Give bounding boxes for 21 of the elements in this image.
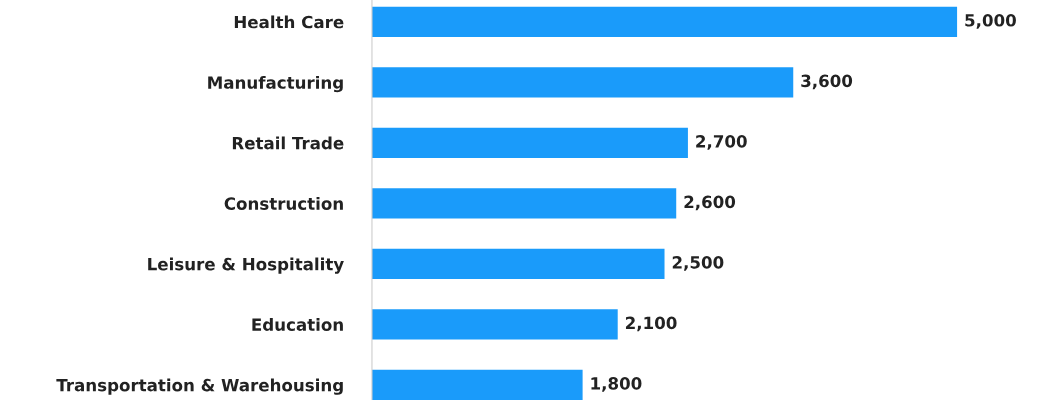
y-tick-label: Retail Trade [232, 136, 344, 150]
data-label: 1,800 [591, 377, 642, 392]
bar [371, 309, 618, 340]
bar [371, 67, 794, 98]
data-label: 2,600 [684, 195, 736, 211]
y-tick-label: Transportation & Warehousing [56, 378, 343, 395]
y-tick-label: Construction [224, 197, 343, 210]
y-tick-label: Leisure & Hospitality [148, 257, 344, 274]
bar [371, 6, 958, 37]
data-label: 2,700 [696, 135, 747, 150]
data-label: 5,000 [965, 14, 1016, 29]
bar [371, 248, 665, 279]
y-tick-label: Education [252, 318, 343, 331]
data-label: 3,600 [801, 74, 853, 90]
y-tick-label: Health Care [234, 15, 344, 29]
bar [371, 127, 688, 158]
bar [371, 369, 583, 400]
y-tick-label: Manufacturing [208, 75, 343, 93]
data-label: 2,100 [625, 316, 677, 332]
data-label: 2,500 [672, 256, 724, 271]
bar [371, 188, 677, 219]
